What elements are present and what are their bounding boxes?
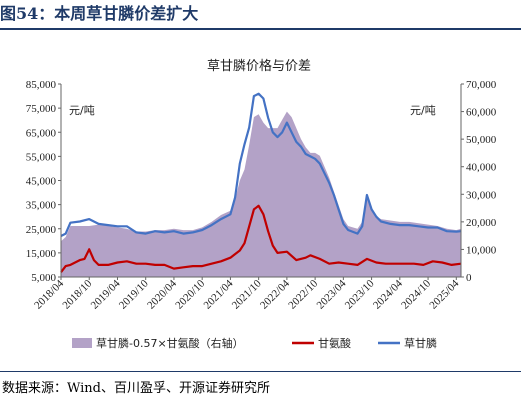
bottom-rule: [0, 371, 521, 372]
x-tick-label: 2024/10: [399, 277, 433, 311]
legend-label-glyphosate: 草甘膦: [404, 337, 437, 350]
x-tick-label: 2023/10: [343, 277, 377, 311]
chart: 草甘膦价格与价差 元/吨 元/吨 5,000 15,000 25,000 35,000…: [26, 58, 497, 350]
x-tick-label: 2022/10: [286, 277, 320, 311]
x-tick-label: 2019/10: [117, 277, 151, 311]
title-rule: [0, 28, 521, 30]
x-tick-label: 2020/04: [145, 277, 179, 311]
y-tick-label-right: 20,000: [466, 217, 497, 229]
y-tick-label-left: 35,000: [26, 200, 57, 212]
y-tick-label-right: 0: [466, 272, 472, 284]
spread-area-layer: [61, 111, 461, 277]
y-tick-label-right: 40,000: [466, 162, 497, 174]
x-tick-label: 2023/04: [314, 277, 348, 311]
x-tick-label: 2025/04: [427, 277, 461, 311]
legend: 草甘膦-0.57×甘氨酸（右轴） 甘氨酸 草甘膦: [72, 336, 437, 350]
right-unit-label: 元/吨: [410, 104, 436, 117]
x-tick-label: 2022/04: [258, 277, 292, 311]
x-tick-label: 2021/10: [230, 277, 264, 311]
x-tick-label: 2024/04: [371, 277, 405, 311]
series-line-glycine: [60, 204, 462, 273]
x-tick-label: 2021/04: [202, 277, 236, 311]
y-tick-label-right: 70,000: [466, 79, 497, 91]
y-tick-label-left: 75,000: [26, 103, 57, 115]
y-tick-label-left: 85,000: [26, 79, 57, 91]
y-tick-label-left: 45,000: [26, 176, 57, 188]
chart-title: 草甘膦价格与价差: [207, 58, 311, 74]
source-note: 数据来源：Wind、百川盈孚、开源证券研究所: [2, 381, 270, 396]
y-tick-label-right: 50,000: [466, 134, 497, 146]
y-tick-label-right: 10,000: [466, 244, 497, 256]
left-unit-label: 元/吨: [69, 104, 95, 117]
y-tick-label-left: 15,000: [26, 248, 57, 260]
y-tick-label-left: 55,000: [26, 151, 57, 163]
legend-label-glycine: 甘氨酸: [318, 336, 351, 350]
y-tick-label-left: 25,000: [26, 224, 57, 236]
x-tick-label: 2020/10: [173, 277, 207, 311]
x-tick-label: 2019/04: [89, 277, 123, 311]
y-tick-label-right: 30,000: [466, 189, 497, 201]
y-tick-label-left: 65,000: [26, 127, 57, 139]
line-layer: [60, 92, 462, 273]
series-line-glyphosate: [60, 92, 462, 237]
page-title: 图54：本周草甘膦价差扩大: [0, 4, 199, 23]
series-area-spread: [61, 111, 461, 277]
legend-label-spread: 草甘膦-0.57×甘氨酸（右轴）: [96, 336, 244, 350]
x-tick-label: 2018/10: [60, 277, 94, 311]
y-tick-label-right: 60,000: [466, 107, 497, 119]
legend-swatch-spread: [72, 338, 92, 348]
y-tick-label-left: 5,000: [31, 272, 56, 284]
